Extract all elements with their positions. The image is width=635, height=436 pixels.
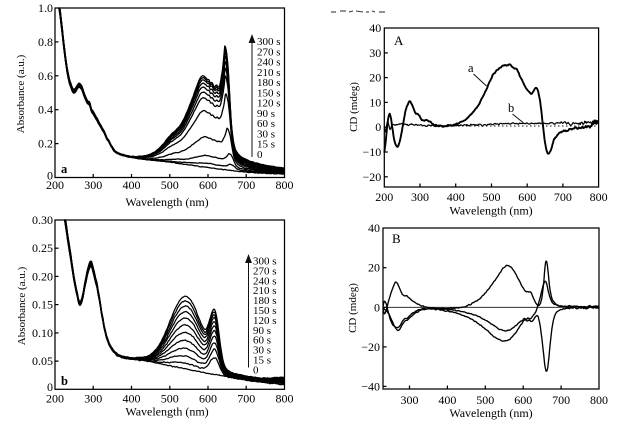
svg-text:400: 400: [438, 393, 456, 407]
svg-text:500: 500: [476, 393, 494, 407]
svg-text:30 s: 30 s: [257, 128, 275, 140]
svg-text:300: 300: [84, 392, 102, 406]
svg-text:0.2: 0.2: [38, 137, 53, 151]
svg-text:15 s: 15 s: [253, 355, 271, 367]
svg-text:600: 600: [199, 392, 217, 406]
svg-text:0: 0: [47, 169, 53, 183]
svg-text:300: 300: [411, 190, 429, 204]
svg-text:240 s: 240 s: [257, 57, 281, 69]
svg-text:Absorbance (a.u.): Absorbance (a.u.): [15, 54, 27, 133]
svg-text:150 s: 150 s: [257, 87, 281, 99]
svg-text:30 s: 30 s: [253, 345, 271, 357]
svg-text:CD (mdeg): CD (mdeg): [348, 82, 360, 132]
svg-text:CD (mdeg): CD (mdeg): [347, 283, 359, 333]
svg-text:210 s: 210 s: [253, 285, 277, 297]
svg-text:800: 800: [276, 178, 294, 192]
svg-text:0.05: 0.05: [32, 354, 53, 368]
svg-text:300 s: 300 s: [257, 36, 281, 48]
svg-text:0.25: 0.25: [32, 241, 53, 255]
svg-text:400: 400: [123, 392, 141, 406]
svg-text:120 s: 120 s: [253, 315, 277, 327]
svg-text:−20: −20: [363, 170, 382, 184]
svg-text:600: 600: [199, 178, 217, 192]
svg-text:40: 40: [369, 21, 381, 35]
svg-text:0.10: 0.10: [32, 326, 53, 340]
svg-text:600: 600: [518, 190, 536, 204]
svg-text:700: 700: [552, 393, 570, 407]
svg-text:0: 0: [374, 300, 380, 314]
svg-text:200: 200: [375, 190, 393, 204]
svg-text:300: 300: [401, 393, 419, 407]
svg-text:a: a: [468, 61, 474, 75]
svg-text:30: 30: [369, 46, 381, 60]
svg-text:Wavelength (nm): Wavelength (nm): [449, 406, 532, 420]
svg-text:1.0: 1.0: [38, 1, 53, 15]
svg-text:300 s: 300 s: [253, 256, 277, 268]
svg-text:15 s: 15 s: [257, 139, 275, 151]
svg-text:Wavelength (nm): Wavelength (nm): [125, 405, 208, 419]
svg-text:180 s: 180 s: [253, 295, 277, 307]
svg-text:0.4: 0.4: [38, 103, 53, 117]
svg-text:600: 600: [514, 393, 532, 407]
svg-text:500: 500: [161, 392, 179, 406]
svg-text:b: b: [508, 101, 514, 115]
svg-text:700: 700: [554, 190, 572, 204]
svg-text:300: 300: [84, 178, 102, 192]
svg-text:−20: −20: [361, 340, 380, 354]
svg-text:A: A: [394, 33, 404, 48]
svg-text:60 s: 60 s: [257, 118, 275, 130]
svg-text:60 s: 60 s: [253, 335, 271, 347]
svg-text:500: 500: [483, 190, 501, 204]
svg-text:0: 0: [375, 120, 381, 134]
svg-text:0: 0: [253, 364, 259, 376]
svg-text:200: 200: [46, 178, 64, 192]
svg-text:10: 10: [369, 95, 381, 109]
svg-text:Absorbance (a.u.): Absorbance (a.u.): [16, 266, 28, 345]
svg-text:90 s: 90 s: [257, 108, 275, 120]
svg-text:90 s: 90 s: [253, 325, 271, 337]
svg-text:400: 400: [447, 190, 465, 204]
svg-text:700: 700: [237, 392, 255, 406]
svg-text:0.30: 0.30: [32, 213, 53, 227]
svg-text:270 s: 270 s: [257, 46, 281, 58]
svg-text:120 s: 120 s: [257, 98, 281, 110]
svg-text:0.8: 0.8: [38, 35, 53, 49]
svg-text:20: 20: [369, 71, 381, 85]
svg-text:b: b: [61, 374, 68, 388]
svg-text:240 s: 240 s: [253, 275, 277, 287]
svg-text:0: 0: [257, 149, 263, 161]
svg-text:40: 40: [368, 221, 380, 235]
svg-text:a: a: [61, 162, 68, 176]
svg-text:0: 0: [47, 380, 53, 394]
svg-text:Wavelength (nm): Wavelength (nm): [125, 195, 208, 209]
svg-text:B: B: [392, 231, 401, 246]
svg-text:180 s: 180 s: [257, 77, 281, 89]
svg-text:−40: −40: [361, 379, 380, 393]
svg-text:800: 800: [276, 392, 294, 406]
svg-text:0.15: 0.15: [32, 298, 53, 312]
svg-text:210 s: 210 s: [257, 67, 281, 79]
svg-text:0.6: 0.6: [38, 69, 53, 83]
svg-text:Wavelength (nm): Wavelength (nm): [449, 204, 532, 218]
svg-text:20: 20: [368, 261, 380, 275]
svg-text:150 s: 150 s: [253, 305, 277, 317]
svg-text:0.20: 0.20: [32, 269, 53, 283]
svg-text:−10: −10: [363, 145, 382, 159]
svg-text:800: 800: [590, 190, 608, 204]
svg-text:700: 700: [237, 178, 255, 192]
svg-text:500: 500: [161, 178, 179, 192]
svg-text:200: 200: [46, 392, 64, 406]
svg-text:800: 800: [590, 393, 608, 407]
svg-text:270 s: 270 s: [253, 265, 277, 277]
svg-text:400: 400: [123, 178, 141, 192]
